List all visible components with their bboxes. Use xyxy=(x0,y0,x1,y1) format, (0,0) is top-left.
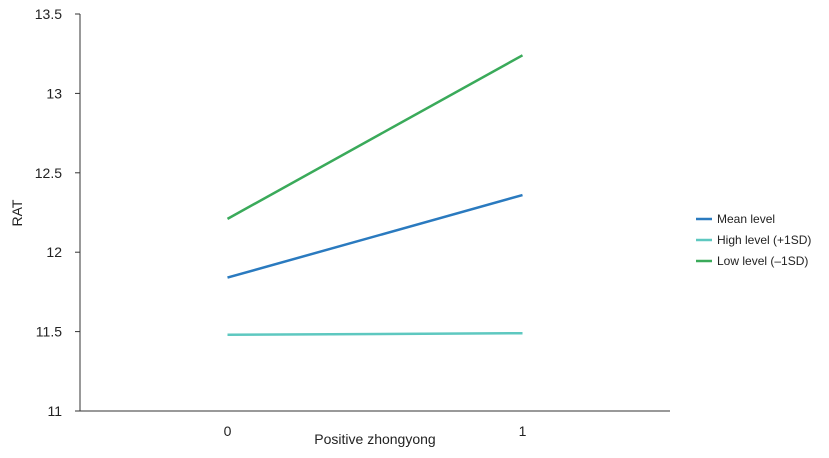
legend-label-1: Mean level xyxy=(717,212,775,226)
series-line-1 xyxy=(227,193,523,279)
x-tick-label: 0 xyxy=(224,423,232,439)
y-tick-label: 11.5 xyxy=(36,324,62,340)
y-axis-label: RAT xyxy=(9,199,25,226)
series-line-2 xyxy=(227,331,523,337)
y-tick-label: 13 xyxy=(46,85,62,101)
legend-label-2: High level (+1SD) xyxy=(717,233,811,247)
series-line-3 xyxy=(226,54,524,220)
axes xyxy=(79,14,670,412)
legend: Mean level High level (+1SD) Low level (–1… xyxy=(696,212,811,268)
legend-label-3: Low level (–1SD) xyxy=(717,254,808,268)
x-axis-label: Positive zhongyong xyxy=(314,431,435,447)
y-tick-label: 13.5 xyxy=(35,6,62,22)
y-tick-label: 12.5 xyxy=(35,165,62,181)
y-ticks: 11 11.5 12 12.5 13 13.5 xyxy=(35,6,80,419)
x-tick-label: 1 xyxy=(519,423,527,439)
y-tick-label: 11 xyxy=(47,403,62,419)
y-tick-label: 12 xyxy=(46,244,62,260)
series-lines xyxy=(226,54,524,337)
